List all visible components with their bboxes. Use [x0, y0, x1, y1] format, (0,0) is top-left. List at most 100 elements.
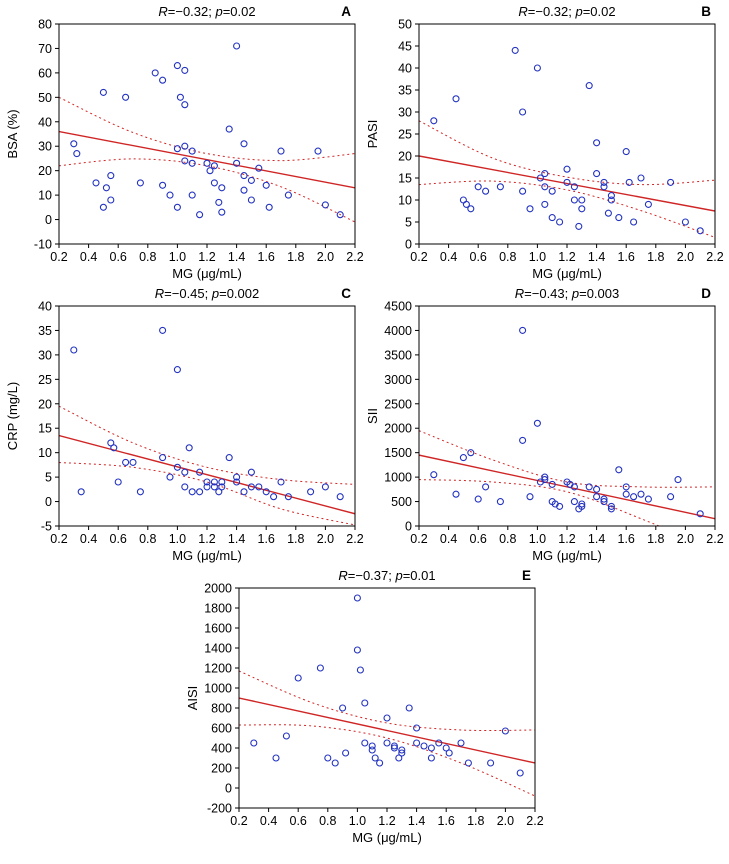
data-point: [271, 754, 280, 762]
data-point: [239, 488, 248, 496]
x-axis-label: MG (μg/mL): [532, 266, 602, 281]
data-point: [195, 211, 203, 219]
scatter-plot-B: 0.2 0.4 0.6 0.8 1.0 1.2 1.4 1.6 1.8 2.0 2.2 0 5 10 15 2…: [365, 4, 724, 281]
data-point: [180, 483, 188, 491]
y-tick-label: 70: [38, 42, 52, 56]
y-tick-label: 1200: [204, 662, 232, 676]
data-point: [247, 483, 255, 491]
x-tick-label: 1.4: [587, 532, 604, 546]
data-point: [151, 69, 159, 77]
data-point: [540, 473, 548, 481]
data-point: [214, 488, 222, 496]
y-tick-label: 0: [45, 213, 52, 227]
y-tick-label: 25: [38, 373, 52, 387]
y-tick-label: 5: [45, 471, 52, 485]
x-tick-label: 1.6: [617, 532, 634, 546]
plot-frame: [418, 23, 715, 245]
y-tick-label: 40: [38, 115, 52, 129]
y-axis-label: BSA (%): [5, 109, 20, 158]
data-point: [585, 82, 593, 90]
data-point: [533, 64, 541, 72]
data-point: [99, 203, 107, 211]
regression-line: [418, 454, 715, 520]
data-point: [353, 646, 361, 654]
data-point: [570, 483, 578, 491]
y-tick-label: 0: [225, 782, 232, 796]
y-tick-label: -10: [33, 238, 51, 252]
panel-title: R=−0.32; p=0.02: [158, 4, 255, 19]
data-point: [158, 454, 166, 462]
x-axis-label: MG (μg/mL): [172, 266, 242, 281]
y-tick-label: 0: [405, 520, 412, 534]
data-point: [555, 502, 563, 510]
x-tick-label: 0.4: [79, 250, 96, 264]
data-point: [276, 147, 285, 155]
y-tick-label: 30: [398, 106, 412, 120]
data-point: [481, 187, 489, 195]
y-axis-label: PASI: [365, 120, 380, 149]
data-point: [205, 167, 214, 175]
data-point: [501, 727, 509, 735]
y-tick-label: 10: [38, 189, 52, 203]
data-point: [225, 125, 233, 133]
y-tick-label: 50: [398, 18, 412, 32]
x-tick-label: 2.0: [496, 814, 513, 828]
x-tick-label: 1.4: [227, 532, 244, 546]
data-point: [173, 366, 181, 374]
x-tick-label: 2.2: [346, 532, 363, 546]
plot-area-E: [238, 594, 535, 797]
x-tick-label: 0.6: [289, 814, 306, 828]
data-point: [180, 157, 188, 165]
confidence-band-upper: [418, 120, 715, 186]
y-tick-label: 60: [38, 66, 52, 80]
data-point: [323, 754, 331, 762]
data-point: [180, 66, 188, 74]
data-point: [217, 184, 225, 192]
data-point: [306, 488, 314, 496]
x-tick-label: 1.8: [647, 532, 664, 546]
panel-letter: C: [341, 286, 351, 301]
confidence-band-lower: [58, 461, 355, 526]
data-point: [540, 183, 548, 191]
data-point: [180, 101, 188, 109]
data-point: [518, 108, 526, 116]
data-point: [321, 483, 329, 491]
y-tick-label: 800: [211, 702, 232, 716]
y-tick-label: 20: [398, 150, 412, 164]
data-point: [165, 473, 174, 481]
data-point: [466, 449, 474, 457]
data-point: [666, 178, 674, 186]
data-point: [338, 704, 346, 712]
data-point: [636, 174, 645, 182]
data-point: [445, 749, 453, 757]
x-tick-label: 0.6: [109, 250, 126, 264]
y-tick-label: 2500: [384, 397, 412, 411]
scatter-plot-E: 0.2 0.4 0.6 0.8 1.0 1.2 1.4 1.6 1.8 2.0 2.2 -200 0 20…: [185, 568, 544, 845]
data-point: [102, 184, 110, 192]
data-point: [217, 483, 225, 491]
data-point: [625, 178, 633, 186]
data-point: [394, 754, 402, 762]
regression-line: [418, 155, 715, 212]
data-point: [604, 209, 612, 217]
data-point: [592, 170, 600, 178]
data-point: [217, 208, 225, 216]
data-point: [533, 419, 541, 427]
x-axis-label: MG (μg/mL): [352, 830, 422, 845]
x-tick-label: 1.2: [558, 532, 575, 546]
data-point: [525, 493, 534, 501]
data-point: [518, 326, 526, 334]
panel-title: R=−0.43; p=0.003: [514, 286, 618, 301]
data-point: [570, 498, 578, 506]
data-point: [202, 478, 211, 486]
data-point: [353, 594, 361, 602]
x-tick-label: 1.2: [378, 814, 395, 828]
data-point: [548, 480, 556, 488]
data-point: [232, 473, 240, 481]
x-tick-label: 1.8: [647, 250, 664, 264]
x-tick-label: 0.8: [139, 532, 156, 546]
x-tick-label: 1.0: [348, 814, 365, 828]
y-tick-label: 30: [38, 140, 52, 154]
x-tick-label: 0.8: [319, 814, 336, 828]
